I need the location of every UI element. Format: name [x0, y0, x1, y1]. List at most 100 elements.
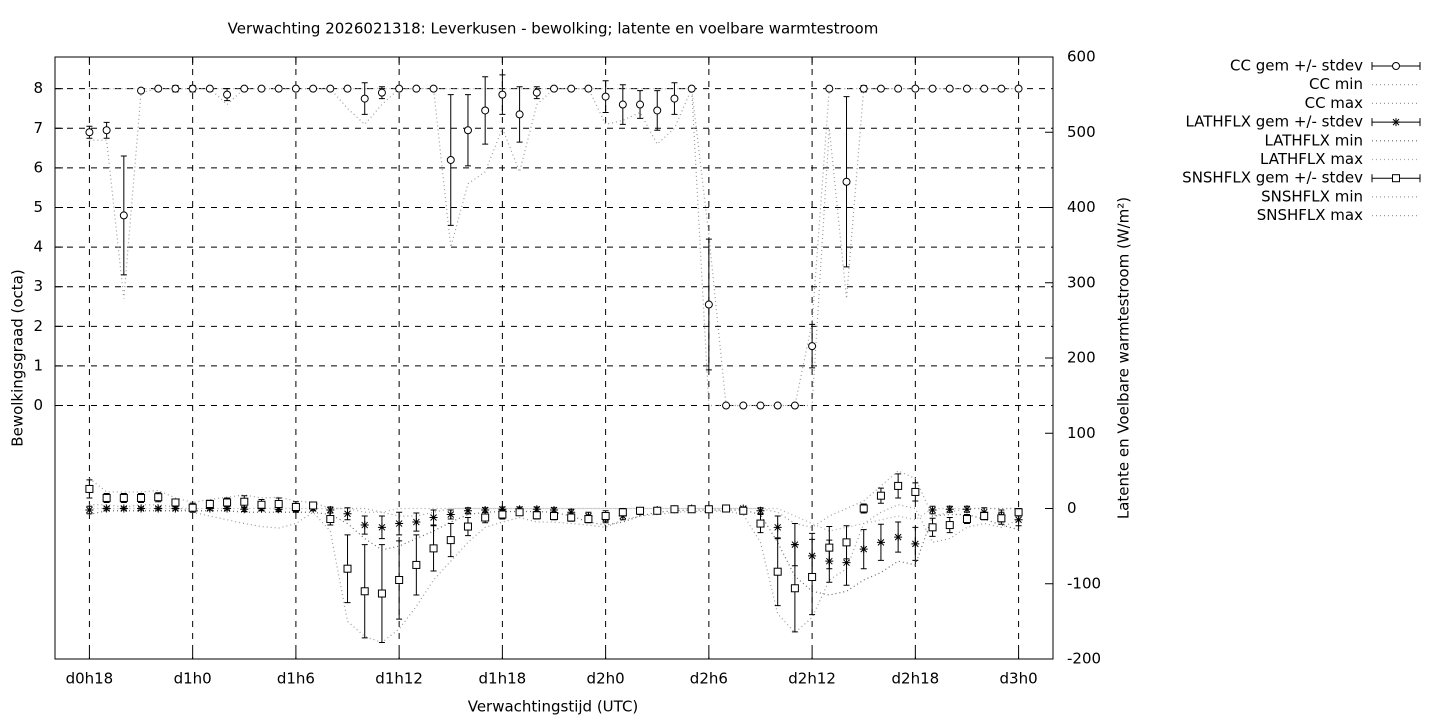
- legend-label: LATHFLX max: [1260, 150, 1363, 168]
- marker: [911, 539, 920, 548]
- marker: [257, 84, 266, 93]
- marker: [274, 84, 283, 93]
- legend-label: SNSHFLX gem +/- stdev: [1182, 169, 1363, 187]
- x-tick-label: d2h12: [788, 670, 836, 688]
- marker: [790, 584, 799, 593]
- marker: [980, 512, 989, 521]
- marker: [240, 497, 249, 506]
- marker: [498, 510, 507, 519]
- legend-marker: [1392, 118, 1400, 127]
- marker: [463, 522, 472, 531]
- marker: [360, 521, 369, 530]
- x-tick-label: d2h0: [587, 670, 625, 688]
- marker: [842, 177, 851, 186]
- y-tick-label: 5: [33, 198, 43, 216]
- marker: [997, 514, 1006, 523]
- marker: [1014, 84, 1023, 93]
- marker: [223, 90, 232, 99]
- legend-label: SNSHFLX max: [1257, 206, 1363, 224]
- marker: [343, 564, 352, 573]
- line: [89, 504, 1019, 644]
- marker: [550, 84, 558, 93]
- legend-label: CC min: [1309, 75, 1363, 93]
- marker: [377, 523, 386, 532]
- marker: [962, 515, 971, 524]
- y-tick-label: 3: [33, 277, 43, 295]
- marker: [825, 84, 834, 93]
- legend-label: LATHFLX min: [1264, 131, 1363, 149]
- marker: [567, 513, 576, 522]
- marker: [412, 560, 421, 569]
- marker: [119, 493, 128, 502]
- y2-tick-label: -100: [1067, 574, 1101, 592]
- marker: [773, 401, 782, 410]
- legend-label: CC gem +/- stdev: [1230, 57, 1363, 75]
- y2-tick-label: 100: [1067, 424, 1096, 442]
- line: [89, 509, 1019, 596]
- marker: [463, 506, 472, 515]
- marker: [911, 84, 920, 93]
- marker: [309, 501, 318, 510]
- marker: [894, 533, 903, 542]
- marker: [1014, 515, 1023, 524]
- marker: [446, 536, 455, 545]
- marker: [859, 84, 868, 93]
- marker: [756, 401, 765, 410]
- marker: [481, 513, 490, 522]
- marker: [687, 84, 696, 93]
- y-tick-label: 4: [33, 238, 43, 256]
- marker: [102, 493, 111, 502]
- marker: [808, 572, 817, 581]
- marker: [85, 128, 94, 137]
- marker: [481, 506, 490, 515]
- marker: [154, 504, 163, 513]
- marker: [498, 90, 507, 99]
- marker: [773, 523, 782, 532]
- marker: [119, 211, 128, 220]
- marker: [997, 84, 1006, 93]
- legend-marker: [1392, 174, 1400, 183]
- marker: [515, 110, 524, 119]
- x-tick-label: d1h6: [277, 670, 315, 688]
- marker: [584, 515, 593, 524]
- marker: [636, 100, 645, 109]
- marker: [154, 84, 163, 93]
- y-tick-label: 1: [33, 356, 43, 374]
- marker: [859, 504, 868, 513]
- marker: [567, 84, 576, 93]
- marker: [395, 519, 404, 528]
- x-tick-label: d1h12: [375, 670, 423, 688]
- y2-axis-label: Latente en Voelbare warmtestroom (W/m²): [1115, 197, 1133, 519]
- x-axis-label: Verwachtingstijd (UTC): [468, 698, 639, 716]
- y-axis-label: Bewolkingsgraad (octa): [9, 269, 27, 446]
- marker: [240, 505, 249, 514]
- marker: [429, 84, 438, 93]
- marker: [739, 401, 748, 410]
- chart-title: Verwachting 2026021318: Leverkusen - bew…: [228, 20, 879, 38]
- marker: [584, 84, 593, 93]
- marker: [653, 506, 662, 515]
- marker: [395, 84, 404, 93]
- marker: [291, 84, 300, 93]
- marker: [756, 506, 765, 515]
- marker: [636, 506, 645, 515]
- marker: [532, 88, 541, 97]
- marker: [188, 84, 197, 93]
- marker: [309, 84, 318, 93]
- marker: [894, 84, 903, 93]
- marker: [326, 515, 335, 524]
- marker: [532, 511, 541, 520]
- marker: [670, 505, 679, 514]
- marker: [188, 503, 197, 512]
- marker: [412, 84, 421, 93]
- marker: [945, 521, 954, 530]
- marker: [739, 506, 748, 515]
- marker: [223, 504, 232, 513]
- marker: [291, 502, 300, 511]
- x-tick-label: d1h18: [479, 670, 527, 688]
- marker: [481, 106, 490, 115]
- legend-marker: [1392, 62, 1400, 70]
- marker: [962, 505, 971, 514]
- marker: [257, 500, 266, 509]
